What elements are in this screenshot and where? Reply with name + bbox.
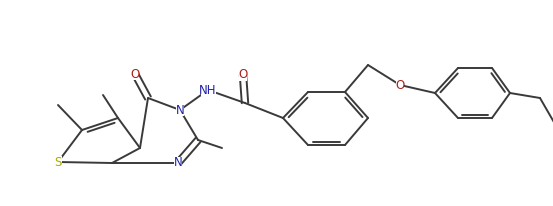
Bar	[174, 157, 182, 169]
Bar	[131, 68, 139, 80]
Text: O: O	[395, 78, 405, 91]
Bar	[239, 69, 247, 81]
Text: NH: NH	[199, 83, 217, 96]
Bar	[396, 79, 404, 91]
Bar	[201, 84, 216, 96]
Text: N: N	[176, 103, 184, 117]
Bar	[54, 156, 62, 168]
Text: S: S	[54, 156, 62, 169]
Text: O: O	[131, 68, 139, 81]
Text: O: O	[238, 69, 248, 82]
Bar	[176, 104, 184, 116]
Text: N: N	[174, 157, 182, 170]
